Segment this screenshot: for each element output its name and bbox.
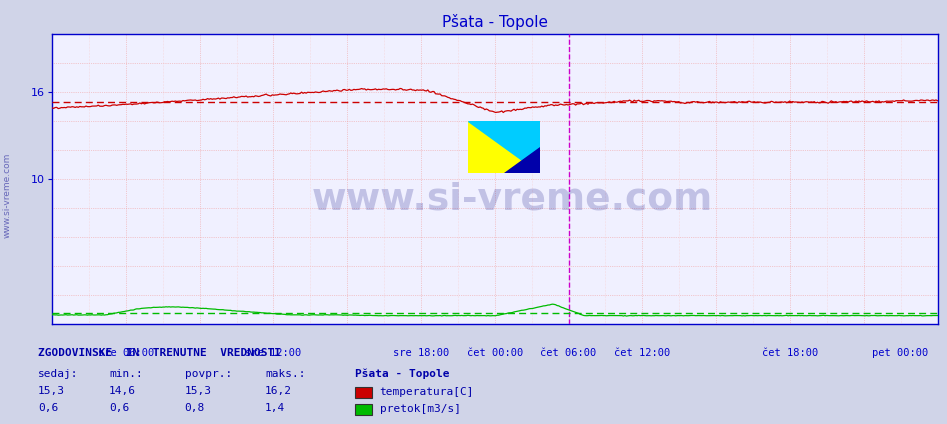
Title: Pšata - Topole: Pšata - Topole bbox=[442, 14, 547, 30]
Text: 1,4: 1,4 bbox=[265, 403, 285, 413]
Text: 0,8: 0,8 bbox=[185, 403, 205, 413]
Text: čet 00:00: čet 00:00 bbox=[467, 348, 523, 357]
Text: 15,3: 15,3 bbox=[185, 386, 212, 396]
Text: 16,2: 16,2 bbox=[265, 386, 293, 396]
Text: ZGODOVINSKE  IN  TRENUTNE  VREDNOSTI: ZGODOVINSKE IN TRENUTNE VREDNOSTI bbox=[38, 348, 281, 358]
Text: sre 18:00: sre 18:00 bbox=[393, 348, 449, 357]
Text: 0,6: 0,6 bbox=[109, 403, 129, 413]
Text: sre 06:00: sre 06:00 bbox=[98, 348, 154, 357]
Text: Pšata - Topole: Pšata - Topole bbox=[355, 369, 450, 379]
Text: maks.:: maks.: bbox=[265, 369, 306, 379]
Text: 14,6: 14,6 bbox=[109, 386, 136, 396]
Text: čet 06:00: čet 06:00 bbox=[541, 348, 597, 357]
Text: sre 12:00: sre 12:00 bbox=[245, 348, 301, 357]
Text: čet 12:00: čet 12:00 bbox=[615, 348, 670, 357]
Text: sedaj:: sedaj: bbox=[38, 369, 79, 379]
Text: povpr.:: povpr.: bbox=[185, 369, 232, 379]
Text: pet 00:00: pet 00:00 bbox=[872, 348, 929, 357]
Text: 0,6: 0,6 bbox=[38, 403, 58, 413]
Text: www.si-vreme.com: www.si-vreme.com bbox=[312, 181, 713, 218]
Text: min.:: min.: bbox=[109, 369, 143, 379]
Text: temperatura[C]: temperatura[C] bbox=[380, 388, 474, 397]
Text: pretok[m3/s]: pretok[m3/s] bbox=[380, 404, 461, 414]
Text: čet 18:00: čet 18:00 bbox=[761, 348, 818, 357]
Text: www.si-vreme.com: www.si-vreme.com bbox=[3, 152, 12, 238]
Text: 15,3: 15,3 bbox=[38, 386, 65, 396]
